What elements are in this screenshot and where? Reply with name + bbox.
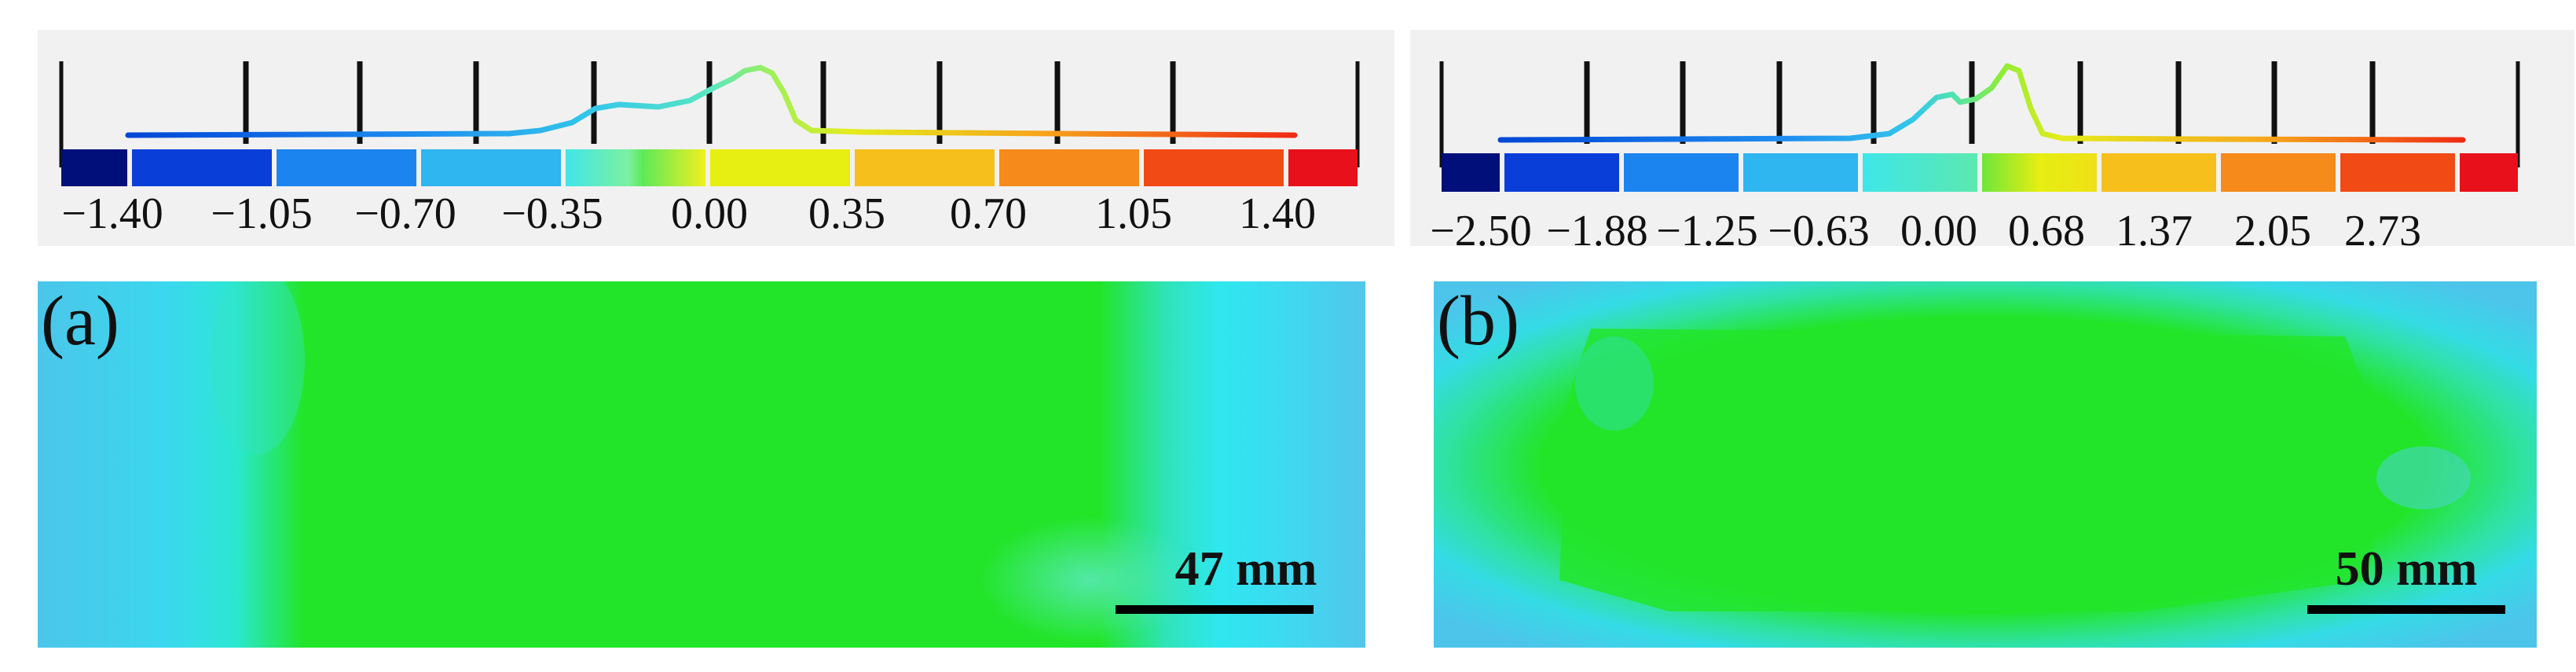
color-bar-segment	[1624, 153, 1739, 192]
color-bar-segment	[1863, 153, 1977, 192]
legend-tick-label: 1.40	[1239, 189, 1316, 238]
legend-tick-label: 2.73	[2344, 207, 2421, 255]
panel-a: −1.40 −1.05 −0.70 −0.35 0.00 0.35 0.70 1…	[38, 30, 1394, 648]
panel-label-a: (a)	[41, 282, 119, 360]
color-bar-segment	[1504, 153, 1619, 192]
map-region	[1575, 336, 1654, 431]
scale-bar-label: 47 mm	[1174, 542, 1317, 596]
color-bar-segment	[2340, 153, 2455, 192]
color-bar-b	[1442, 153, 2518, 192]
color-bar-a	[61, 149, 1358, 186]
legend-tick-label: 1.37	[2116, 207, 2193, 255]
deviation-map-b: (b) 50 mm	[1434, 281, 2537, 648]
legend-tick-label: 2.05	[2234, 207, 2311, 255]
map-region	[2376, 446, 2471, 509]
legend-tick-label: −1.40	[61, 189, 163, 238]
color-bar-segment	[2460, 153, 2518, 192]
color-bar-segment	[566, 149, 705, 186]
color-bar-segment	[132, 149, 272, 186]
scale-bar-label: 50 mm	[2335, 542, 2478, 596]
panel-b: −2.50 −1.88 −1.25 −0.63 0.00 0.68 1.37 2…	[1410, 0, 2576, 672]
legend-tick-label: 0.70	[950, 189, 1027, 238]
legend-tick-label: −2.50	[1430, 207, 1532, 255]
color-bar-segment	[1743, 153, 1858, 192]
legend-tick-label: 0.68	[2008, 207, 2085, 255]
legend-tick-label: 0.00	[1900, 207, 1977, 255]
color-legend-a: −1.40 −1.05 −0.70 −0.35 0.00 0.35 0.70 1…	[38, 30, 1394, 246]
map-region	[1559, 329, 2384, 611]
legend-tick-label: −1.25	[1656, 207, 1758, 255]
legend-tick-label: −0.70	[354, 189, 456, 238]
color-bar-segment	[855, 149, 995, 186]
map-graphic-b	[1434, 281, 2537, 648]
distribution-curve	[125, 64, 1298, 138]
color-bar-segment	[2101, 153, 2216, 192]
deviation-map-a: (a) 47 mm	[38, 281, 1365, 648]
color-bar-segment	[421, 149, 561, 186]
color-bar-segment	[277, 149, 416, 186]
legend-tick-label: 1.05	[1095, 189, 1172, 238]
legend-tick-label: −0.35	[501, 189, 603, 238]
map-region	[980, 517, 1200, 643]
color-bar-segment	[1442, 153, 1500, 192]
legend-graphic-a	[59, 61, 1360, 186]
color-bar-segment	[1982, 153, 2097, 192]
color-bar-segment	[61, 149, 127, 186]
color-bar-segment	[710, 149, 850, 186]
color-bar-segment	[1144, 149, 1284, 186]
color-bar-segment	[1288, 149, 1358, 186]
legend-graphic-b	[1439, 61, 2520, 192]
color-legend-b: −2.50 −1.88 −1.25 −0.63 0.00 0.68 1.37 2…	[1410, 30, 2574, 253]
scale-bar	[1116, 605, 1314, 614]
legend-tick-label: 0.35	[808, 189, 885, 238]
legend-tick-label: −1.05	[211, 189, 313, 238]
color-bar-segment	[999, 149, 1139, 186]
panel-label-b: (b)	[1437, 282, 1519, 360]
map-region	[211, 281, 305, 454]
scale-bar	[2307, 605, 2505, 614]
legend-tick-label: −0.63	[1768, 207, 1870, 255]
legend-tick-label: −1.88	[1546, 207, 1648, 255]
distribution-curve	[1497, 63, 2466, 143]
color-bar-segment	[2221, 153, 2336, 192]
legend-tick-label: 0.00	[671, 189, 748, 238]
map-graphic-a	[38, 281, 1365, 648]
